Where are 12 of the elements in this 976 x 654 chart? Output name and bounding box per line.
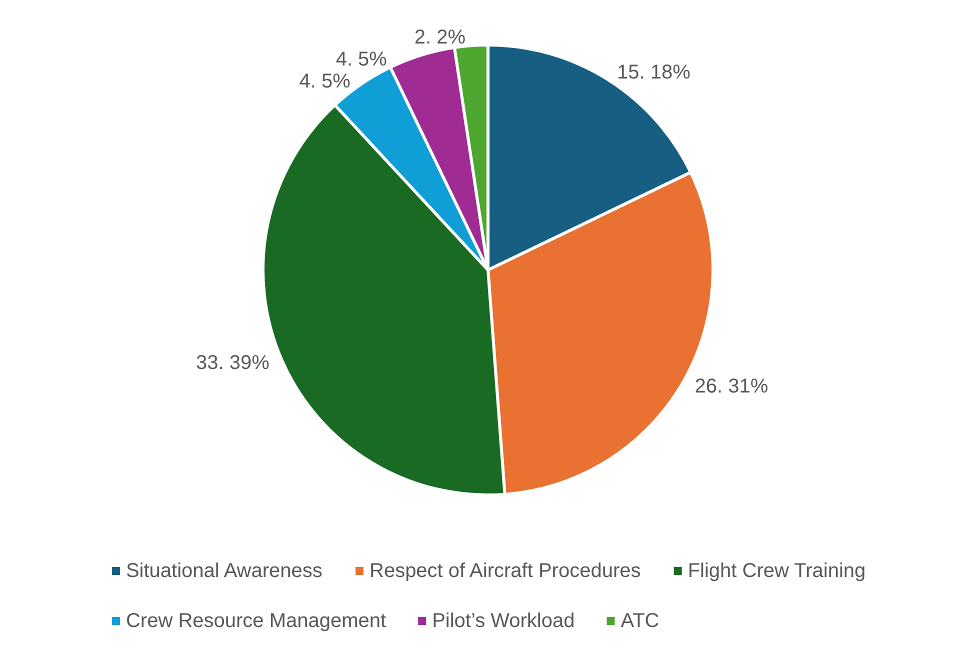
data-label: 33. 39% [196, 352, 270, 374]
data-label: 26. 31% [694, 376, 768, 398]
data-label: 2. 2% [414, 26, 466, 49]
legend-label: Respect of Aircraft Procedures [369, 560, 641, 582]
legend-label: Crew Resource Management [126, 610, 387, 632]
legend-label: Situational Awareness [126, 560, 322, 582]
legend-label: Pilot’s Workload [432, 610, 575, 632]
data-label: 4. 5% [336, 48, 388, 71]
data-label: 4. 5% [299, 70, 351, 93]
legend-label: Flight Crew Training [688, 560, 866, 582]
legend-label: ATC [620, 610, 660, 632]
data-label: 15. 18% [616, 62, 691, 84]
